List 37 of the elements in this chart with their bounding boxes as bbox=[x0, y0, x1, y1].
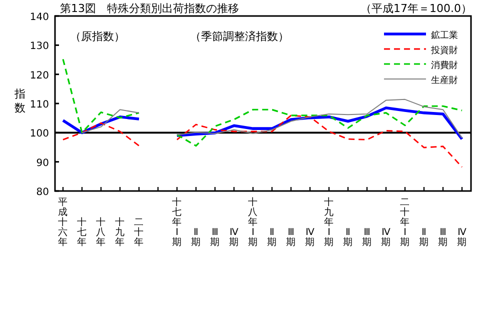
xtick: 十七年Ⅰ期 bbox=[172, 197, 182, 248]
xtick: Ⅳ期 bbox=[457, 227, 467, 248]
xtick: 十八年Ⅰ期 bbox=[248, 197, 258, 248]
legend-label: 鉱工業 bbox=[431, 31, 458, 41]
ytick: 130 bbox=[30, 41, 49, 52]
legend-label: 消費財 bbox=[431, 61, 458, 71]
xtick: Ⅱ期 bbox=[267, 227, 277, 248]
xtick: Ⅳ期 bbox=[381, 227, 391, 248]
ytick: 90 bbox=[36, 158, 49, 169]
xtick: 平成十六年 bbox=[58, 197, 68, 248]
ytick: 140 bbox=[30, 12, 49, 23]
xtick: Ⅲ期 bbox=[438, 227, 448, 248]
xtick: Ⅲ期 bbox=[362, 227, 372, 248]
annotation: （季節調整済指数） bbox=[190, 30, 289, 43]
xtick: Ⅳ期 bbox=[229, 227, 239, 248]
xtick: 十九年Ⅰ期 bbox=[324, 197, 334, 248]
xtick: Ⅱ期 bbox=[343, 227, 353, 248]
ytick: 110 bbox=[30, 100, 49, 110]
xtick: Ⅲ期 bbox=[286, 227, 296, 248]
xtick: 十八年 bbox=[96, 217, 106, 248]
xtick: 十九年 bbox=[115, 217, 125, 248]
xtick: 二十年 bbox=[134, 217, 144, 248]
xtick: 十七年 bbox=[77, 217, 87, 248]
subtitle: （平成17年＝100.0） bbox=[360, 2, 472, 15]
legend-label: 投資財 bbox=[431, 46, 458, 56]
ylabel: 指数 bbox=[14, 88, 26, 114]
xtick: Ⅲ期 bbox=[210, 227, 220, 248]
annotation: （原指数） bbox=[70, 30, 125, 43]
ytick: 120 bbox=[30, 70, 49, 82]
xtick: 二十年Ⅰ期 bbox=[400, 197, 410, 248]
xtick: Ⅱ期 bbox=[191, 227, 201, 248]
ytick: 100 bbox=[30, 128, 49, 140]
ytick: 80 bbox=[36, 187, 49, 198]
xtick: Ⅱ期 bbox=[419, 227, 429, 248]
xtick: Ⅳ期 bbox=[305, 227, 315, 248]
title: 第13図 特殊分類別出荷指数の推移 bbox=[60, 2, 239, 15]
legend-label: 生産財 bbox=[431, 76, 458, 86]
